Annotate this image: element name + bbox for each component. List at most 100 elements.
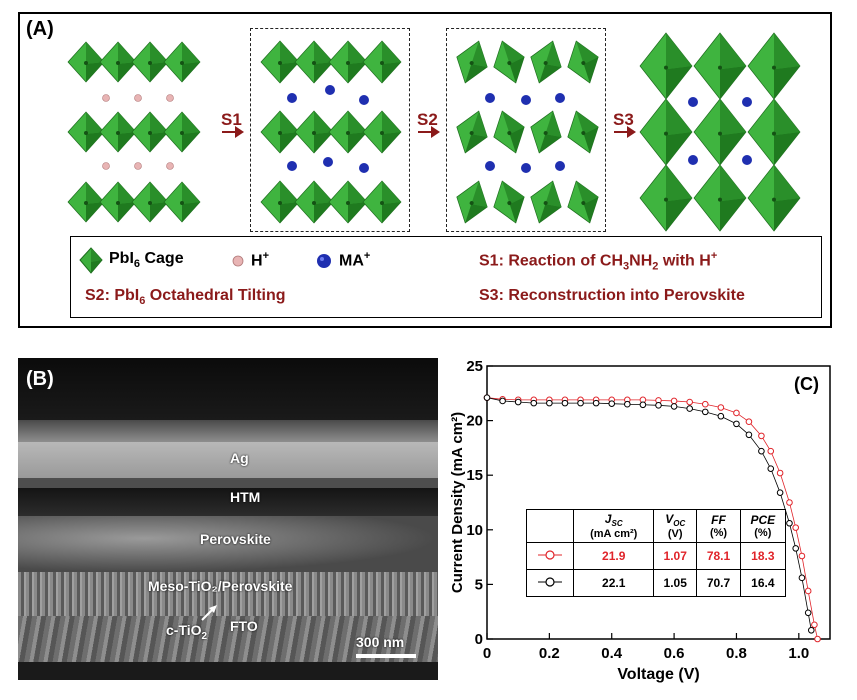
table-row-black: 22.1 1.05 70.7 16.4 xyxy=(525,569,787,598)
pb-atom xyxy=(312,201,316,206)
octahedron-face xyxy=(471,41,488,67)
step-s2-label: S2 xyxy=(417,110,438,129)
sem-htm-layer xyxy=(18,488,438,516)
sem-label-meso: Meso-TiO₂/Perovskite xyxy=(148,578,293,594)
data-point-1 xyxy=(745,431,753,439)
ma-cation-legend-icon xyxy=(317,254,331,268)
ma-cation xyxy=(555,93,565,103)
panel-a: (A) S1 S2 S3 PbI6 Cage H+ MA+ S1: Reacti… xyxy=(18,12,832,328)
ma-cation xyxy=(742,97,752,107)
panel-c-jv-chart: 0 0.2 0.4 0.6 0.8 1.0 0 5 10 15 20 25 Voltage (V) Cur… xyxy=(450,352,845,700)
octahedron-face xyxy=(314,132,333,153)
octahedron xyxy=(456,180,488,224)
pb-atom xyxy=(278,201,282,206)
octahedron xyxy=(362,180,402,224)
octahedron-face xyxy=(280,41,299,65)
data-point-1 xyxy=(701,408,709,416)
legend-s1-text: S1: Reaction of CH3NH2 with H+ xyxy=(479,250,718,273)
data-point-1 xyxy=(798,574,806,582)
x-tick-label: 0.6 xyxy=(664,645,685,662)
octahedron-face xyxy=(471,111,488,137)
octahedron xyxy=(693,164,747,232)
octahedron-face xyxy=(86,132,104,152)
table-cell: 70.7 xyxy=(696,569,741,598)
pb-atom xyxy=(116,201,120,205)
data-point-1 xyxy=(655,402,662,409)
octahedron-face xyxy=(150,132,168,152)
data-point-1 xyxy=(767,465,775,472)
ma-cation xyxy=(485,161,495,171)
data-point-0 xyxy=(786,499,793,506)
octahedron-face xyxy=(576,181,599,205)
octahedron-face xyxy=(720,99,746,136)
octahedron-face xyxy=(545,111,562,137)
octahedron xyxy=(362,40,402,84)
octahedron-face xyxy=(314,41,333,65)
legend-s2-text: S2: PbI6 Octahedral Tilting xyxy=(85,287,286,308)
octahedron-face xyxy=(182,112,200,134)
step-s3-arrow xyxy=(614,126,636,138)
data-point-0 xyxy=(804,587,812,595)
table-cell: 1.05 xyxy=(653,569,698,598)
pb-atom xyxy=(148,61,152,65)
sem-scale-label: 300 nm xyxy=(356,634,405,650)
panel-b-sem-image: (B) Ag HTM Perovskite Meso-TiO₂/Perovski… xyxy=(18,358,438,680)
octahedron xyxy=(747,98,801,166)
data-point-0 xyxy=(811,621,818,629)
octahedron-face xyxy=(720,66,746,99)
octahedron xyxy=(567,180,599,224)
octahedron-face xyxy=(118,62,136,82)
ma-cation xyxy=(359,95,369,105)
octahedron xyxy=(260,40,300,84)
x-axis-label: Voltage (V) xyxy=(617,666,699,683)
octahedron-face xyxy=(182,132,200,152)
panel-b-label: (B) xyxy=(26,368,54,390)
octahedron-face xyxy=(348,132,367,153)
octahedron-face xyxy=(348,62,367,83)
s1-product-box xyxy=(250,28,410,232)
octahedron-face xyxy=(314,62,333,83)
octahedron xyxy=(530,40,562,84)
octahedron-face xyxy=(382,202,401,223)
octahedron-face xyxy=(150,112,168,134)
ma-cation xyxy=(287,93,297,103)
octahedron-face xyxy=(86,182,104,204)
octahedron-face xyxy=(280,111,299,135)
black-marker-cell xyxy=(525,569,575,598)
pb-atom xyxy=(772,65,776,70)
octahedron-face xyxy=(150,202,168,222)
octahedron xyxy=(99,111,137,153)
octahedron-face xyxy=(539,64,562,83)
pb-atom xyxy=(543,61,548,66)
y-tick-label: 5 xyxy=(475,576,483,593)
red-marker-cell xyxy=(525,542,575,571)
octahedron-face xyxy=(382,132,401,153)
pb-atom xyxy=(507,131,512,136)
proton-atom xyxy=(102,162,110,170)
sem-label-ctio2: c-TiO2 xyxy=(166,622,208,642)
pb-atom xyxy=(772,131,776,136)
octahedron xyxy=(131,111,169,153)
octahedron-face xyxy=(348,181,367,205)
pb-atom xyxy=(346,131,350,136)
data-point-0 xyxy=(670,397,678,405)
ma-cation xyxy=(521,95,531,105)
pb-atom xyxy=(312,131,316,136)
octahedron xyxy=(328,180,368,224)
ma-cation xyxy=(359,163,369,173)
sem-interface xyxy=(18,478,438,488)
octahedron xyxy=(260,180,300,224)
octahedron xyxy=(493,110,525,154)
octahedron-face xyxy=(182,62,200,82)
pb-atom xyxy=(84,201,88,205)
pb-atom xyxy=(380,131,384,136)
octahedron xyxy=(294,110,334,154)
sem-label-ag: Ag xyxy=(230,450,249,466)
octahedron-face xyxy=(314,181,333,205)
y-tick-label: 0 xyxy=(475,631,483,648)
legend-s3-text: S3: Reconstruction into Perovskite xyxy=(479,287,745,304)
octahedron-face xyxy=(720,198,746,231)
data-point-0 xyxy=(717,404,725,411)
data-point-0 xyxy=(776,469,784,477)
octahedron-face xyxy=(280,181,299,205)
